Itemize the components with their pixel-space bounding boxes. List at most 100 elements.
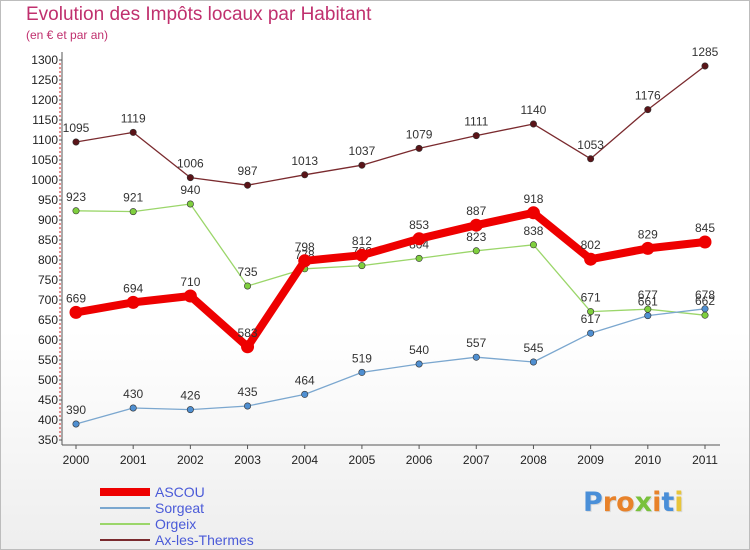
data-label: 887 [466, 204, 486, 218]
logo-letter: r [602, 487, 617, 518]
logo-letter: t [661, 487, 675, 518]
x-tick-label: 2004 [291, 453, 318, 467]
data-label: 678 [695, 288, 715, 302]
data-label: 1140 [521, 103, 547, 117]
series-line [75, 65, 706, 186]
data-point [69, 305, 83, 319]
data-point [301, 390, 309, 398]
x-tick-label: 2005 [349, 453, 376, 467]
data-label: 669 [66, 291, 86, 305]
series-line [72, 208, 709, 351]
data-label: 583 [238, 326, 258, 340]
logo-letter: o [616, 487, 635, 518]
data-point [129, 208, 137, 216]
data-point [529, 358, 537, 366]
y-tick-label: 1100 [32, 133, 58, 147]
data-label: 694 [123, 281, 143, 295]
data-label: 923 [66, 190, 86, 204]
data-point [701, 305, 709, 313]
data-label: 812 [352, 234, 372, 248]
data-label: 1013 [291, 154, 318, 168]
data-label: 430 [123, 387, 143, 401]
data-label: 1119 [121, 111, 146, 125]
logo-letter: x [634, 487, 653, 518]
data-point [358, 368, 366, 376]
y-tick-label: 450 [38, 393, 58, 407]
data-label: 1285 [692, 45, 719, 59]
data-point [644, 106, 652, 114]
data-point [529, 120, 537, 128]
data-label: 1095 [63, 121, 90, 135]
data-point [129, 404, 137, 412]
data-label: 1176 [635, 89, 661, 103]
data-label: 798 [295, 240, 315, 254]
y-tick-label: 1150 [32, 113, 58, 127]
y-tick-label: 900 [38, 213, 58, 227]
x-tick-label: 2011 [692, 453, 718, 467]
data-point [641, 241, 655, 255]
data-label: 617 [581, 312, 601, 326]
x-tick-label: 2001 [120, 453, 147, 467]
y-tick-label: 750 [38, 273, 58, 287]
data-point [472, 353, 480, 361]
data-label: 921 [123, 191, 143, 205]
x-tick-label: 2009 [577, 453, 604, 467]
y-tick-label: 700 [38, 293, 58, 307]
y-tick-label: 650 [38, 313, 58, 327]
data-label: 735 [238, 265, 258, 279]
chart-subtitle: (en € et par an) [26, 28, 109, 42]
data-label: 390 [66, 403, 86, 417]
legend-label: ASCOU [155, 484, 205, 500]
y-tick-label: 800 [38, 253, 58, 267]
data-label: 845 [695, 221, 715, 235]
data-label: 829 [638, 227, 658, 241]
legend-label: Ax-les-Thermes [155, 532, 254, 548]
y-tick-label: 950 [38, 193, 58, 207]
proxiti-logo: Proxiti [583, 487, 684, 518]
data-point [186, 174, 194, 182]
y-tick-label: 1200 [31, 93, 58, 107]
x-tick-label: 2002 [177, 453, 204, 467]
data-label: 940 [180, 183, 200, 197]
y-tick-label: 850 [38, 233, 58, 247]
data-label: 435 [238, 385, 258, 399]
data-label: 823 [466, 230, 486, 244]
data-label: 464 [295, 373, 315, 387]
data-point [529, 241, 537, 249]
data-label: 1079 [406, 127, 433, 141]
data-point [244, 181, 252, 189]
data-label: 1037 [349, 144, 376, 158]
data-point [126, 295, 140, 309]
logo-letter: i [652, 487, 662, 518]
data-point [472, 247, 480, 255]
legend-swatch [100, 539, 150, 541]
data-label: 426 [180, 389, 200, 403]
x-tick-label: 2000 [63, 453, 90, 467]
logo-letter: i [674, 487, 684, 518]
data-label: 1053 [577, 138, 604, 152]
data-point [358, 262, 366, 270]
data-label: 545 [523, 341, 543, 355]
x-tick-label: 2008 [520, 453, 547, 467]
data-point [183, 289, 197, 303]
data-label: 677 [638, 288, 658, 302]
legend-swatch [100, 488, 150, 496]
data-label: 671 [581, 291, 601, 305]
data-label: 519 [352, 351, 372, 365]
data-label: 557 [466, 336, 486, 350]
data-label: 540 [409, 343, 429, 357]
data-point [72, 420, 80, 428]
data-label: 802 [581, 238, 601, 252]
data-label: 853 [409, 218, 429, 232]
data-label: 987 [238, 164, 258, 178]
y-tick-label: 500 [38, 373, 58, 387]
legend-label: Orgeix [155, 516, 197, 532]
data-point [415, 360, 423, 368]
legend-swatch [100, 523, 150, 525]
series-line [75, 203, 706, 316]
data-point [412, 232, 426, 246]
data-point [701, 62, 709, 70]
data-point [644, 312, 652, 320]
data-point [241, 340, 255, 354]
